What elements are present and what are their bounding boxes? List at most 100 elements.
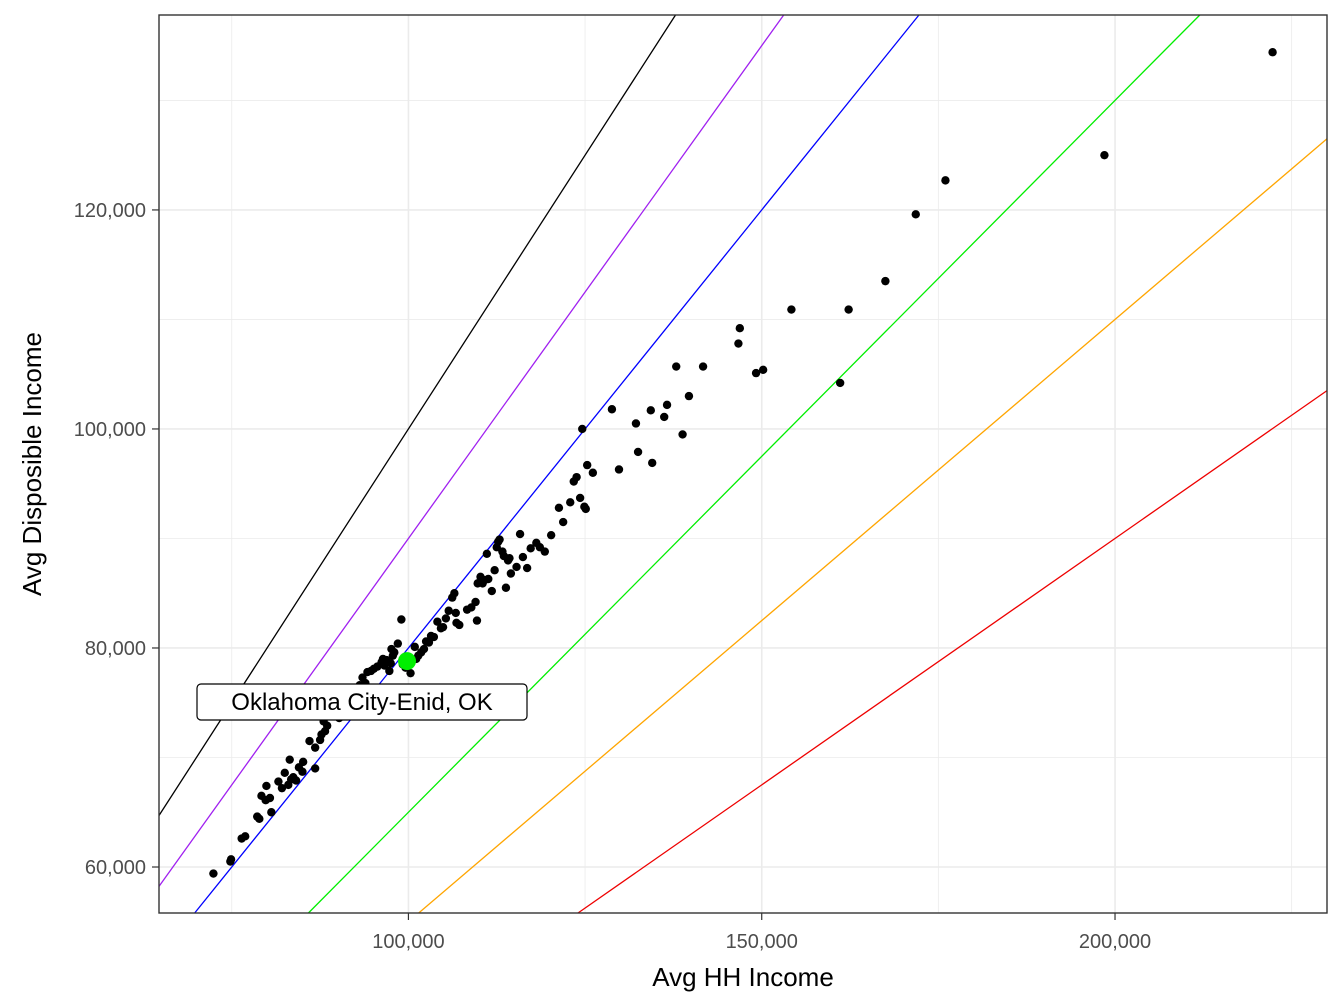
- reference-line: [307, 14, 1201, 914]
- data-point: [787, 305, 796, 314]
- data-point: [581, 504, 590, 514]
- data-point: [241, 832, 250, 841]
- grid: [159, 15, 1327, 913]
- data-point: [310, 743, 320, 752]
- x-axis: 100,000 150,000 200,000: [372, 913, 1151, 953]
- x-tick-label: 150,000: [726, 931, 798, 953]
- data-point: [546, 530, 556, 540]
- data-point: [471, 597, 480, 607]
- data-point: [490, 566, 499, 575]
- callout-label: Oklahoma City-Enid, OK: [231, 689, 492, 716]
- data-point: [735, 324, 745, 333]
- data-point: [385, 666, 394, 676]
- data-point: [660, 412, 669, 422]
- data-point: [472, 616, 482, 625]
- reference-line: [418, 138, 1328, 914]
- data-point: [758, 365, 768, 375]
- data-point: [578, 424, 587, 434]
- data-point: [209, 869, 218, 878]
- data-point: [441, 614, 451, 623]
- data-point: [444, 606, 453, 615]
- data-point: [280, 768, 289, 778]
- data-point: [614, 465, 624, 474]
- data-point: [501, 583, 511, 592]
- reference-lines: [158, 14, 1328, 914]
- data-point: [518, 552, 528, 562]
- callout-box: [196, 683, 528, 721]
- data-point: [285, 755, 294, 764]
- data-point: [419, 644, 429, 654]
- y-axis: 60,000 80,000 100,000 120,000: [74, 200, 159, 879]
- data-point: [646, 406, 655, 415]
- data-point: [558, 517, 568, 527]
- data-point: [522, 563, 532, 573]
- data-point: [506, 569, 516, 578]
- x-axis-title: Avg HH Income: [652, 962, 834, 992]
- data-point: [410, 642, 419, 652]
- data-point: [298, 767, 307, 776]
- data-point: [298, 757, 308, 767]
- data-point: [588, 468, 598, 477]
- x-tick-label: 200,000: [1079, 931, 1151, 953]
- y-tick-label: 80,000: [85, 638, 146, 660]
- data-point: [455, 620, 464, 630]
- data-point: [450, 589, 459, 598]
- data-point: [424, 638, 434, 647]
- x-tick-label: 100,000: [372, 931, 444, 953]
- reference-line: [158, 14, 677, 816]
- data-point: [1100, 150, 1109, 160]
- data-point: [572, 472, 581, 482]
- data-point: [582, 460, 592, 470]
- data-point: [607, 405, 617, 414]
- data-point: [835, 378, 845, 388]
- data-point: [482, 549, 492, 558]
- data-point: [633, 447, 643, 457]
- data-point: [226, 855, 236, 864]
- data-point: [684, 391, 694, 401]
- data-point: [911, 210, 920, 219]
- data-point: [540, 547, 550, 556]
- data-point: [512, 562, 521, 572]
- data-point: [566, 498, 575, 507]
- data-point: [844, 305, 853, 314]
- data-point: [393, 639, 403, 648]
- data-point: [662, 400, 672, 410]
- data-point: [526, 544, 535, 553]
- data-point: [274, 777, 283, 786]
- plot-background: [159, 15, 1327, 913]
- plot-border: [158, 14, 1328, 914]
- data-point: [429, 632, 439, 642]
- data-point: [515, 529, 525, 539]
- data-point: [698, 362, 708, 371]
- reference-line: [158, 14, 785, 887]
- data-point: [505, 553, 514, 563]
- data-point: [267, 808, 276, 817]
- y-tick-label: 100,000: [74, 419, 146, 441]
- data-point: [631, 419, 641, 428]
- data-point: [265, 793, 275, 803]
- highlight-group: Oklahoma City-Enid, OK: [196, 652, 528, 721]
- data-point: [678, 430, 687, 439]
- data-point: [451, 608, 460, 618]
- data-point: [648, 458, 657, 468]
- data-point: [310, 764, 320, 773]
- data-point: [406, 668, 415, 678]
- data-point: [751, 368, 761, 378]
- data-point: [438, 622, 448, 632]
- data-point: [672, 362, 681, 371]
- y-tick-label: 60,000: [85, 857, 146, 879]
- reference-line: [577, 390, 1328, 914]
- data-point: [305, 736, 314, 746]
- data-point: [277, 783, 287, 793]
- data-point: [390, 648, 399, 657]
- data-point: [941, 176, 950, 185]
- data-point: [291, 776, 301, 785]
- data-point: [575, 493, 585, 503]
- data-point: [881, 276, 890, 286]
- y-tick-label: 120,000: [74, 200, 146, 222]
- data-point: [1268, 48, 1277, 57]
- data-point: [495, 535, 504, 544]
- data-point: [262, 781, 271, 791]
- data-point: [554, 503, 564, 513]
